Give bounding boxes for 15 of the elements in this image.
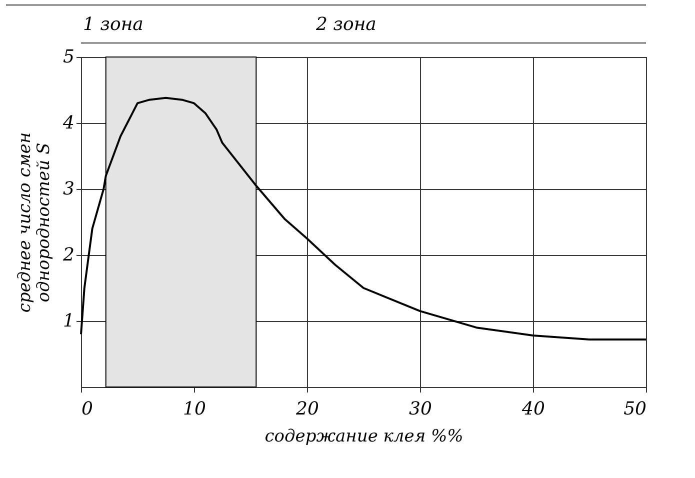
y-tick-label: 1 xyxy=(63,310,74,332)
y-tick-label: 2 xyxy=(62,244,74,266)
x-tick-label: 30 xyxy=(409,398,432,420)
x-tick-label: 20 xyxy=(295,398,319,420)
y-tick-label: 5 xyxy=(63,46,74,68)
x-tick-label: 10 xyxy=(183,398,206,420)
x-tick-label: 40 xyxy=(521,398,545,420)
x-axis-title: содержание клея %% xyxy=(264,426,464,446)
y-axis-title: среднее число смен однородностей S xyxy=(15,132,54,313)
x-tick-label: 0 xyxy=(82,398,93,420)
y-tick-label: 3 xyxy=(63,178,74,200)
x-tick-label: 50 xyxy=(624,398,646,420)
y-tick-label: 4 xyxy=(62,112,74,134)
text: 1 зона xyxy=(83,14,144,35)
text: 2 зона xyxy=(315,14,376,35)
